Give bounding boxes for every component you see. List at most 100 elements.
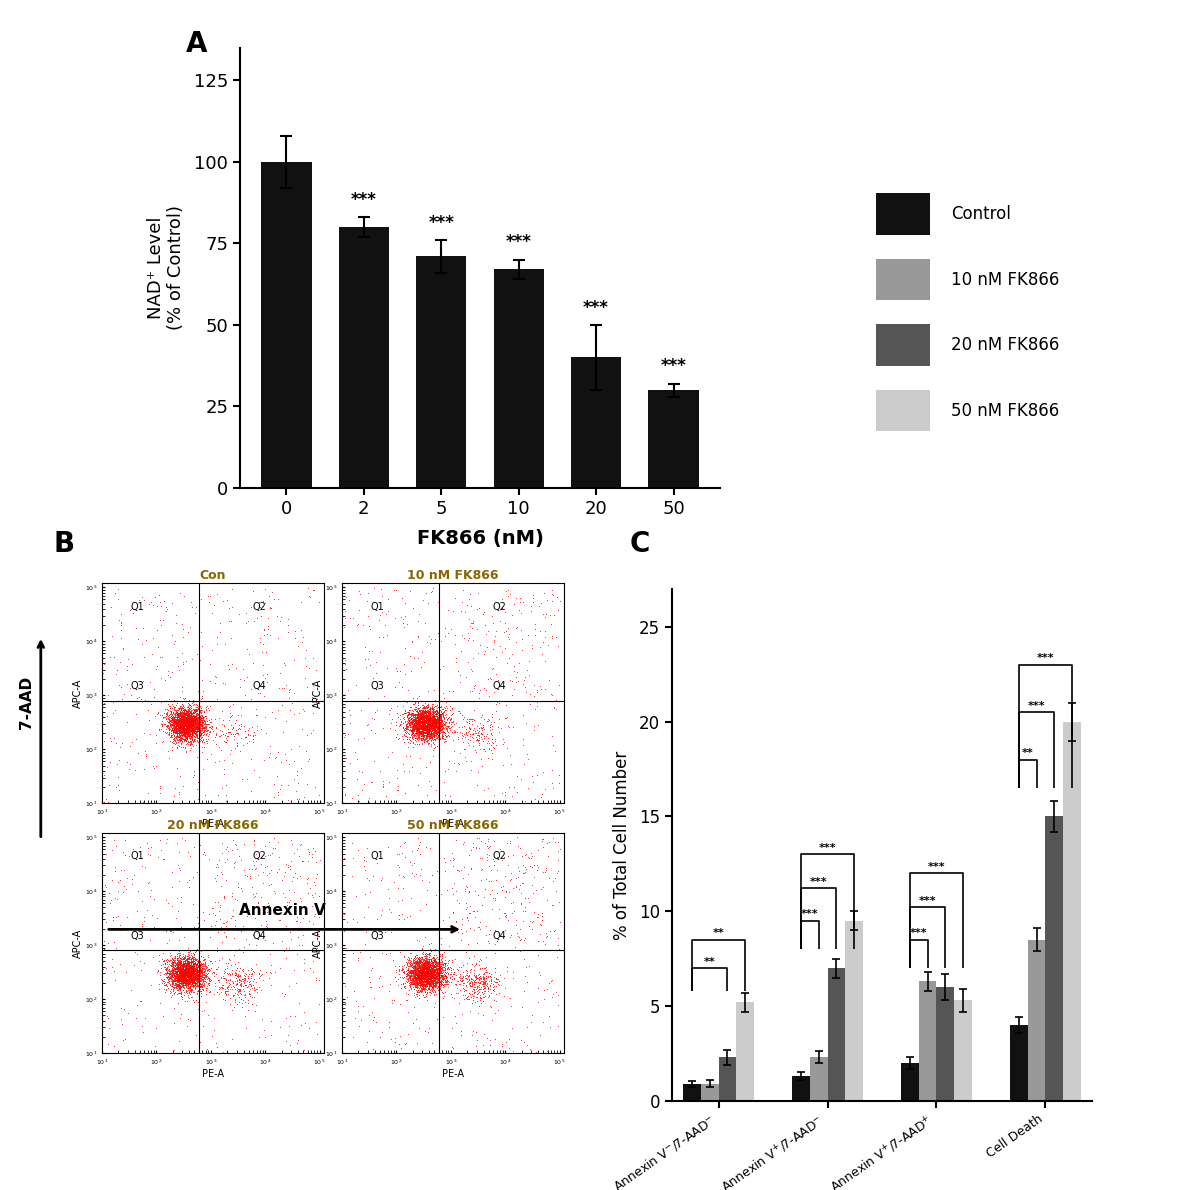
Point: [172, 956, 191, 975]
Point: [414, 965, 433, 984]
Point: [170, 970, 190, 989]
Point: [335, 618, 354, 637]
Point: [463, 612, 482, 631]
Point: [168, 714, 187, 733]
Point: [416, 726, 436, 745]
Point: [205, 977, 224, 996]
Point: [378, 747, 397, 766]
Point: [535, 627, 554, 646]
Point: [185, 714, 204, 733]
Point: [169, 963, 188, 982]
Point: [426, 969, 445, 988]
Point: [413, 709, 432, 728]
Point: [186, 954, 205, 973]
Point: [419, 964, 438, 983]
Point: [420, 701, 439, 720]
Point: [415, 694, 434, 713]
Point: [468, 726, 487, 745]
Point: [404, 960, 424, 979]
Point: [184, 950, 203, 969]
Point: [412, 960, 431, 979]
Point: [395, 976, 414, 995]
Point: [184, 969, 203, 988]
Point: [263, 583, 282, 602]
Point: [185, 719, 204, 738]
Point: [410, 963, 430, 982]
Point: [418, 967, 437, 987]
Point: [164, 969, 184, 988]
Point: [164, 962, 184, 981]
Point: [185, 948, 204, 967]
Point: [407, 865, 426, 884]
Point: [164, 709, 184, 728]
Point: [180, 960, 199, 979]
Point: [163, 702, 182, 721]
Point: [166, 971, 185, 990]
Point: [181, 716, 200, 735]
Point: [424, 965, 443, 984]
Point: [230, 982, 250, 1001]
Point: [170, 766, 190, 785]
Point: [121, 685, 140, 704]
Point: [536, 605, 556, 624]
Point: [430, 952, 449, 971]
Point: [413, 714, 432, 733]
Point: [460, 721, 479, 740]
Point: [172, 957, 191, 976]
Point: [168, 962, 187, 981]
Point: [182, 718, 202, 737]
Point: [415, 706, 434, 725]
Point: [419, 964, 438, 983]
Point: [176, 967, 196, 987]
Point: [419, 962, 438, 981]
Point: [176, 712, 196, 731]
Point: [170, 726, 190, 745]
Point: [408, 962, 427, 981]
Point: [181, 716, 200, 735]
Point: [474, 973, 493, 992]
Point: [166, 714, 185, 733]
Point: [408, 720, 427, 739]
Point: [419, 964, 438, 983]
Point: [420, 953, 439, 972]
Point: [521, 1012, 540, 1031]
Point: [415, 718, 434, 737]
Point: [193, 973, 212, 992]
Point: [175, 963, 194, 982]
Point: [184, 964, 203, 983]
Point: [404, 714, 424, 733]
Point: [182, 713, 202, 732]
Point: [188, 952, 208, 971]
Point: [418, 728, 437, 747]
Point: [173, 976, 192, 995]
Point: [222, 884, 241, 903]
Point: [169, 958, 188, 977]
Point: [185, 972, 204, 991]
Point: [415, 729, 434, 749]
Point: [413, 973, 432, 992]
Point: [403, 715, 422, 734]
Point: [430, 714, 449, 733]
Point: [424, 716, 443, 735]
Point: [413, 726, 432, 745]
Point: [403, 967, 422, 987]
Point: [394, 959, 413, 978]
Point: [455, 747, 474, 766]
Point: [414, 707, 433, 726]
Point: [390, 1026, 409, 1045]
Point: [170, 1009, 190, 1028]
Point: [496, 921, 515, 940]
Point: [420, 982, 439, 1001]
Point: [167, 706, 186, 725]
Point: [408, 710, 427, 729]
Point: [222, 580, 241, 599]
Point: [428, 977, 448, 996]
Point: [181, 707, 200, 726]
Point: [168, 951, 187, 970]
Point: [188, 965, 208, 984]
Point: [178, 969, 197, 988]
Point: [256, 708, 275, 727]
Point: [408, 959, 427, 978]
Point: [179, 722, 198, 741]
Point: [199, 959, 218, 978]
